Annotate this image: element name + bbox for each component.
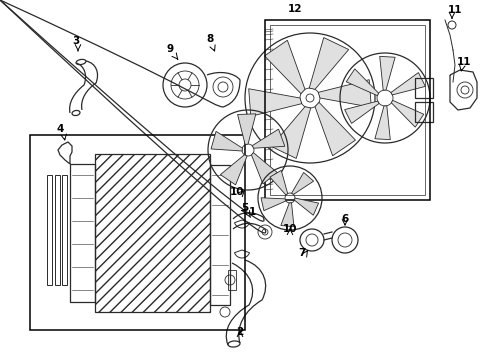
Polygon shape [292,172,314,194]
Polygon shape [375,106,391,140]
Text: 4: 4 [56,124,64,134]
Polygon shape [281,203,294,227]
Text: 11: 11 [448,5,462,15]
Bar [228,270,236,290]
Polygon shape [315,102,355,156]
Polygon shape [265,40,305,94]
Bar [415,78,433,98]
Text: 1: 1 [248,207,256,217]
Polygon shape [309,37,349,89]
Polygon shape [252,129,285,148]
Polygon shape [392,100,424,127]
Polygon shape [249,89,302,116]
Polygon shape [380,56,395,90]
Polygon shape [271,107,311,158]
Polygon shape [294,198,319,215]
Bar [62,175,67,285]
Polygon shape [251,153,277,184]
Text: 2: 2 [236,327,244,337]
Text: 7: 7 [298,248,306,258]
Text: 5: 5 [242,203,248,213]
Bar [265,20,430,200]
Polygon shape [344,101,379,123]
Polygon shape [270,170,288,195]
Text: 12: 12 [288,4,302,14]
Bar [30,135,245,330]
Polygon shape [346,69,379,96]
Polygon shape [211,131,243,151]
Bar [55,175,60,285]
Text: 8: 8 [206,34,214,44]
Polygon shape [391,73,425,95]
Polygon shape [238,114,256,145]
Polygon shape [220,155,247,185]
Bar [47,175,52,285]
Bar [210,165,230,305]
Text: 10: 10 [283,224,297,234]
Polygon shape [318,80,371,107]
Text: 10: 10 [230,187,244,197]
Text: 11: 11 [457,57,471,67]
Text: 6: 6 [342,214,348,224]
Bar [415,102,433,122]
Bar [95,154,210,312]
Text: 9: 9 [167,44,173,54]
Bar [70,164,95,302]
Bar [270,25,425,195]
Text: 3: 3 [73,36,80,46]
Polygon shape [261,198,286,211]
